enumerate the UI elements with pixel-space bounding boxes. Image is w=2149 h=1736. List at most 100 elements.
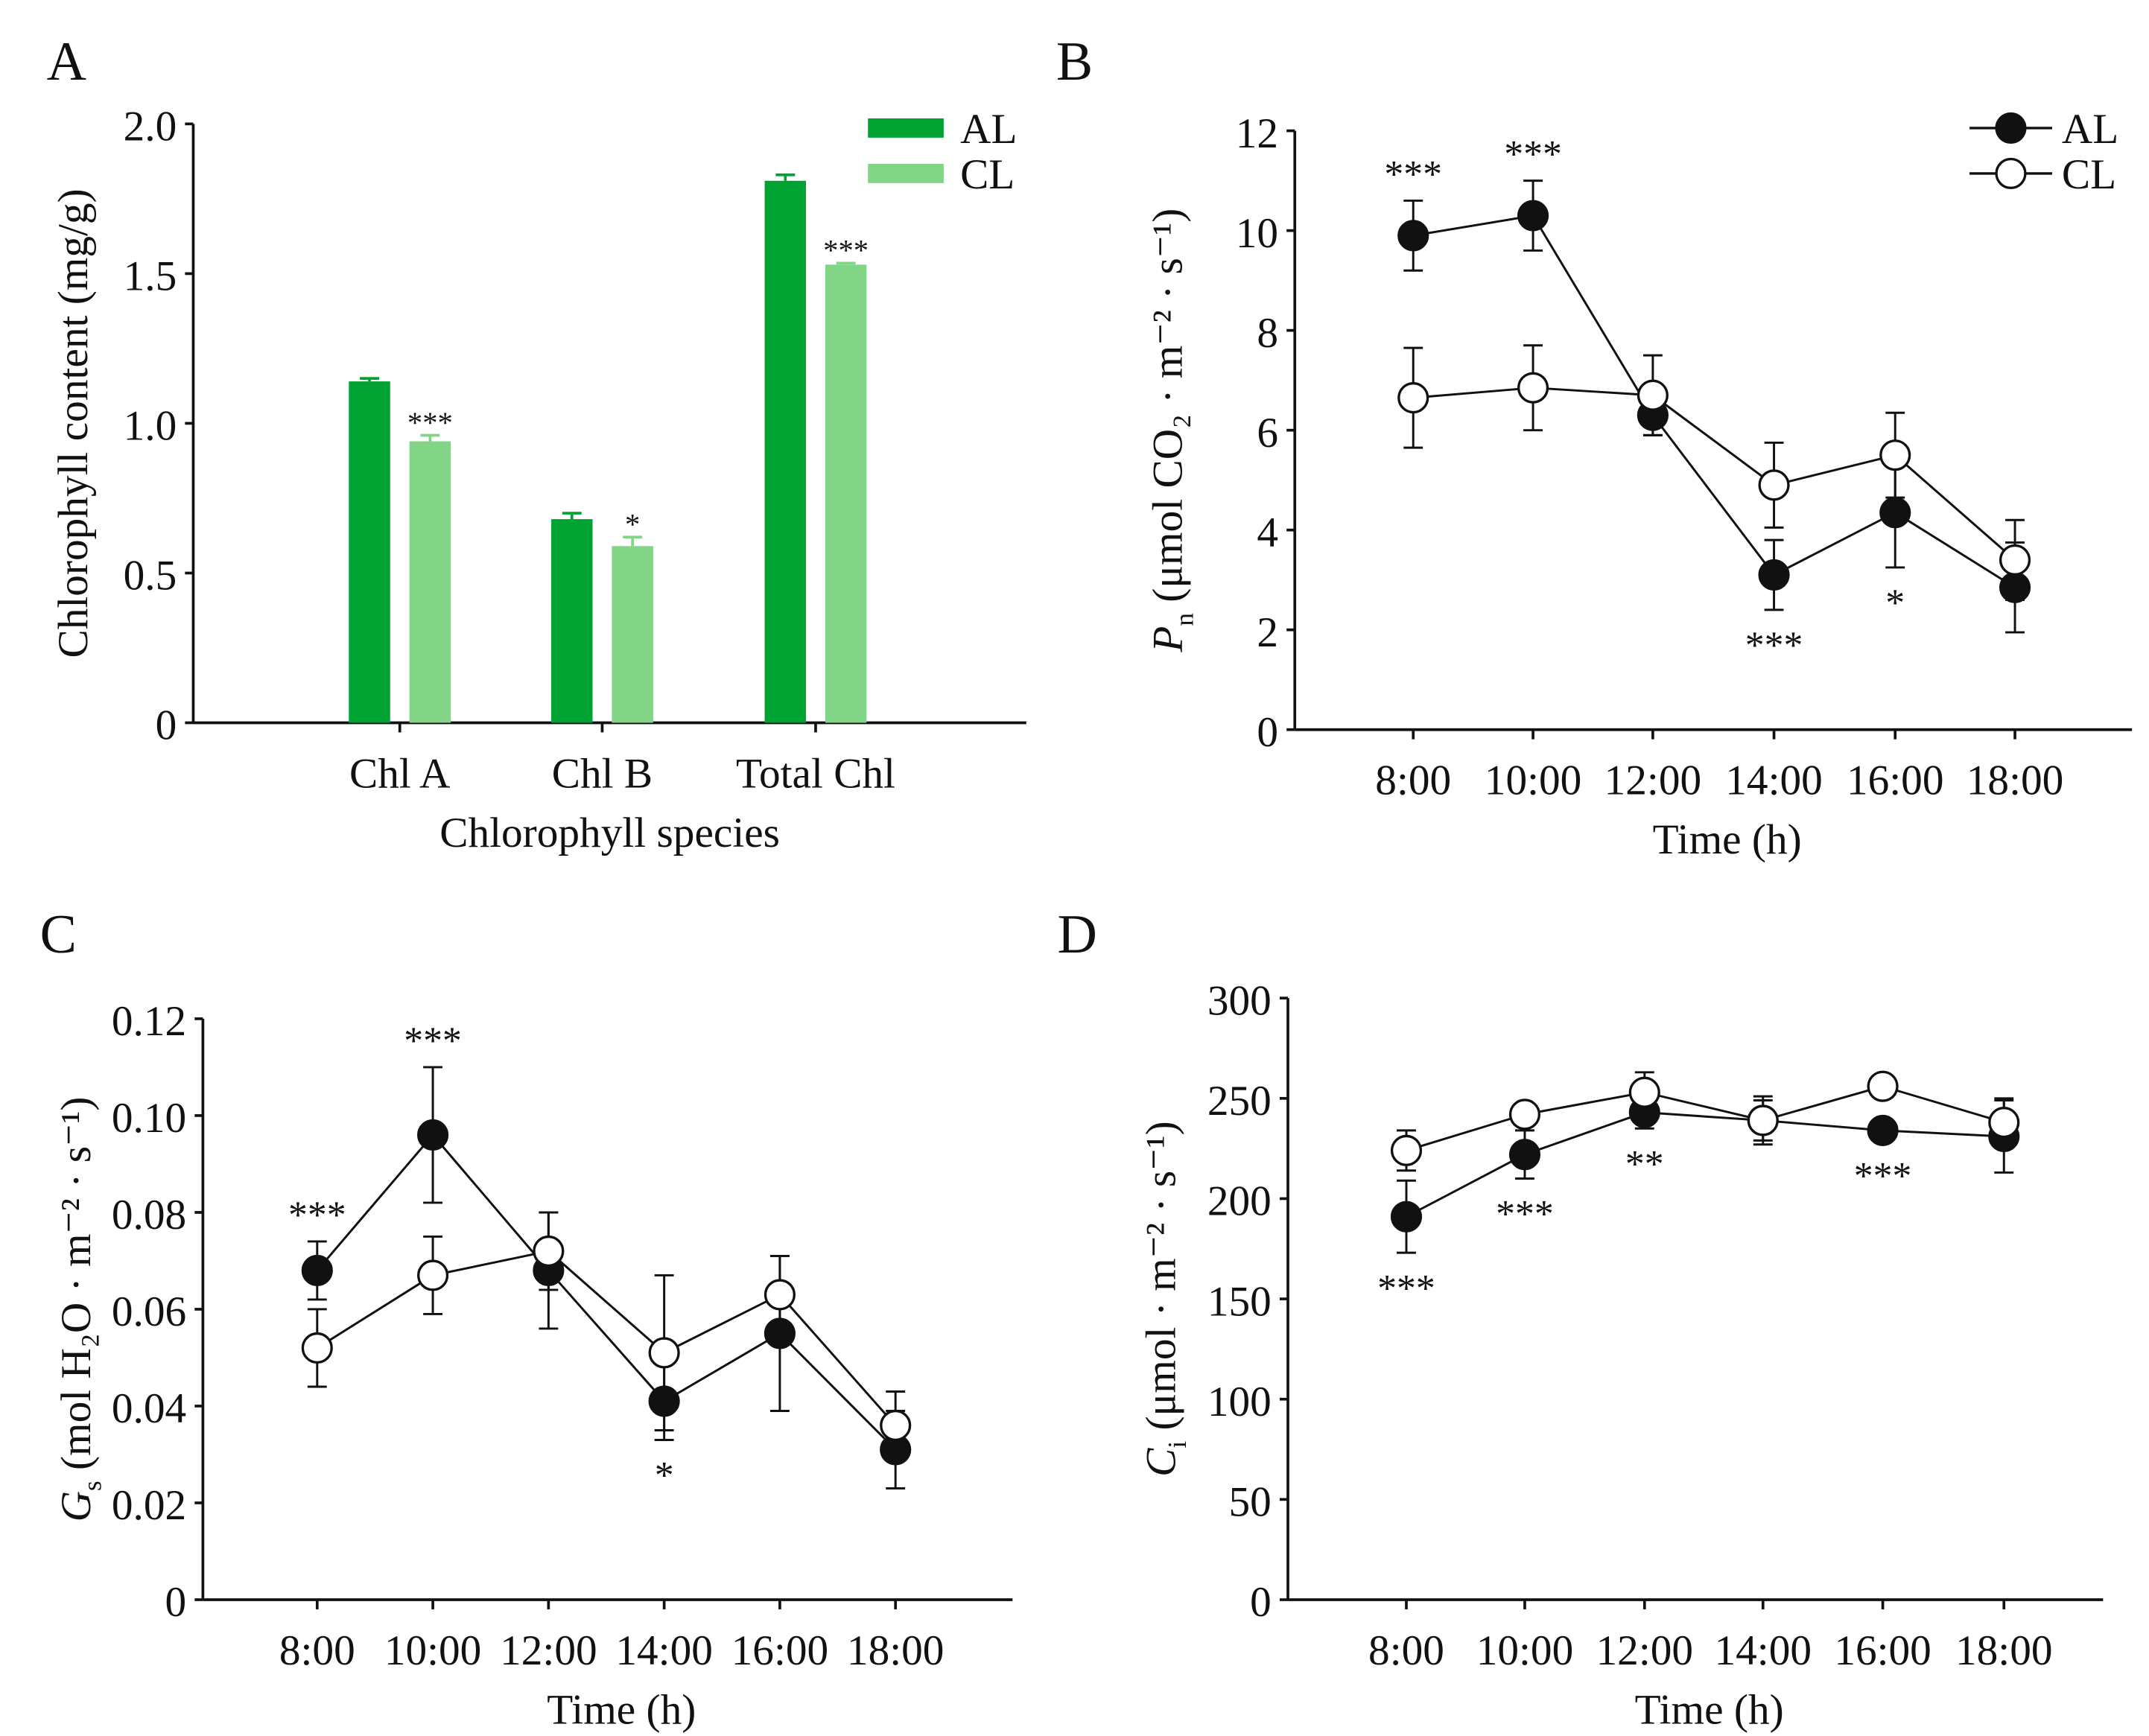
bar-cl [612,546,653,723]
y-tick-label: 0.08 [112,1192,186,1239]
bar-al [349,381,390,723]
data-point-cl [1999,544,2031,576]
data-point-al [764,1317,796,1349]
data-point-cl [1988,1107,2020,1139]
y-tick-label: 0.10 [112,1095,186,1142]
bar-al [764,180,807,723]
panel-label: A [47,31,86,92]
y-tick-label: 2 [1257,609,1278,656]
x-tick-label: 14:00 [615,1627,713,1674]
significance-label: *** [1745,625,1803,667]
y-tick-label: 200 [1207,1178,1272,1225]
y-axis-title: Chlorophyll content (mg/g) [50,188,97,658]
x-axis-title: Time (h) [547,1686,696,1733]
significance-label: *** [1377,1268,1435,1310]
panel-a: A 0 0.5 1.0 1.5 2.0 Chl A Chl B Total Chl Chlorop… [47,31,1026,856]
y-tick-label: 0.02 [112,1482,186,1529]
bar-al [551,519,593,723]
panel-b: B 0 2 4 6 8 10 12 8:00 10:00 12:00 14:00 16:00 18:00 T… [1056,31,2133,863]
y-axis-symbol: G [53,1491,100,1522]
panel-label: D [1057,903,1096,964]
y-tick-label: 150 [1207,1278,1272,1325]
x-tick-label: 10:00 [384,1627,482,1674]
legend-swatch-al [868,118,944,138]
y-tick-label: 0 [165,1579,187,1626]
y-axis-units: (μmol · m⁻² · s⁻¹) [1137,1121,1184,1441]
x-axis-title: Time (h) [1635,1686,1784,1733]
x-tick-label: Chl B [552,750,653,797]
y-tick-label: 0.12 [112,998,186,1045]
legend-marker-cl [1995,157,2027,189]
x-tick-label: 12:00 [1596,1627,1694,1674]
x-tick-label: Chl A [349,750,450,797]
data-point-al [1517,200,1549,232]
y-axis-subscript: i [1163,1441,1192,1449]
data-point-cl [764,1279,796,1311]
data-point-cl [1747,1104,1779,1136]
panel-c: C 0 0.02 0.04 0.06 0.08 0.10 0.12 8:00 10:00 12:00… [40,903,1013,1733]
data-point-al [1397,220,1429,252]
series-line-cl [1413,387,2016,562]
series-line-al [1412,214,2016,588]
data-point-al [417,1119,449,1151]
y-axis-symbol: P [1145,626,1192,653]
y-tick-label: 300 [1207,977,1272,1024]
significance-label: *** [288,1194,346,1236]
significance-label: * [655,1454,674,1497]
y-tick-label: 0.5 [124,553,177,600]
x-tick-label: 8:00 [1368,1627,1444,1674]
y-axis-title: Pn (μmol CO₂ · m⁻² · s⁻¹) [1145,209,1199,653]
y-tick-label: 50 [1229,1479,1272,1526]
x-axis-title: Time (h) [1653,816,1802,863]
y-tick-label: 0 [1257,709,1278,756]
legend-swatch-cl [868,163,944,183]
data-point-al [301,1254,333,1287]
significance-label: *** [1384,153,1442,196]
series-line-cl [1406,1085,2004,1152]
y-tick-label: 0.06 [112,1288,186,1335]
data-point-al [1508,1139,1541,1171]
x-tick-label: Total Chl [736,750,895,797]
significance-label: *** [823,234,869,267]
significance-label: *** [404,1020,462,1062]
x-tick-label: 16:00 [731,1627,829,1674]
x-tick-label: 18:00 [1967,757,2064,804]
y-tick-label: 4 [1257,509,1278,556]
data-point-cl [1758,469,1790,501]
y-tick-label: 12 [1236,110,1278,157]
data-point-cl [301,1332,333,1364]
x-tick-label: 8:00 [279,1627,355,1674]
y-tick-label: 250 [1207,1078,1272,1125]
y-axis-subscript: n [1169,613,1199,626]
series-line-al [1406,1111,2004,1218]
significance-label: *** [1504,133,1562,176]
data-point-cl [1508,1098,1541,1131]
y-tick-label: 0 [1250,1579,1272,1626]
y-axis-title: Gs (mol H₂O · m⁻² · s⁻¹) [53,1097,107,1522]
data-point-al [1999,571,2031,603]
x-tick-label: 16:00 [1847,757,1944,804]
y-tick-label: 10 [1236,210,1278,257]
significance-label: ** [1625,1143,1664,1186]
data-point-al [1758,559,1790,591]
data-point-cl [1867,1070,1899,1102]
data-point-cl [648,1337,680,1369]
y-tick-label: 100 [1207,1379,1272,1425]
data-point-cl [533,1235,565,1268]
x-axis-title: Chlorophyll species [439,810,780,856]
panel-label: C [40,903,77,964]
data-point-cl [1517,372,1549,404]
significance-label: *** [1854,1155,1912,1198]
data-point-al [1867,1114,1899,1146]
y-tick-label: 2.0 [124,104,177,150]
x-tick-label: 12:00 [1604,757,1702,804]
y-axis-symbol: C [1137,1448,1184,1477]
data-point-cl [1879,439,1911,471]
x-tick-label: 14:00 [1725,757,1823,804]
data-point-cl [417,1259,449,1291]
y-tick-label: 1.0 [124,403,177,450]
legend-label: CL [2062,151,2116,198]
x-tick-label: 10:00 [1476,1627,1574,1674]
data-point-al [1879,497,1911,529]
